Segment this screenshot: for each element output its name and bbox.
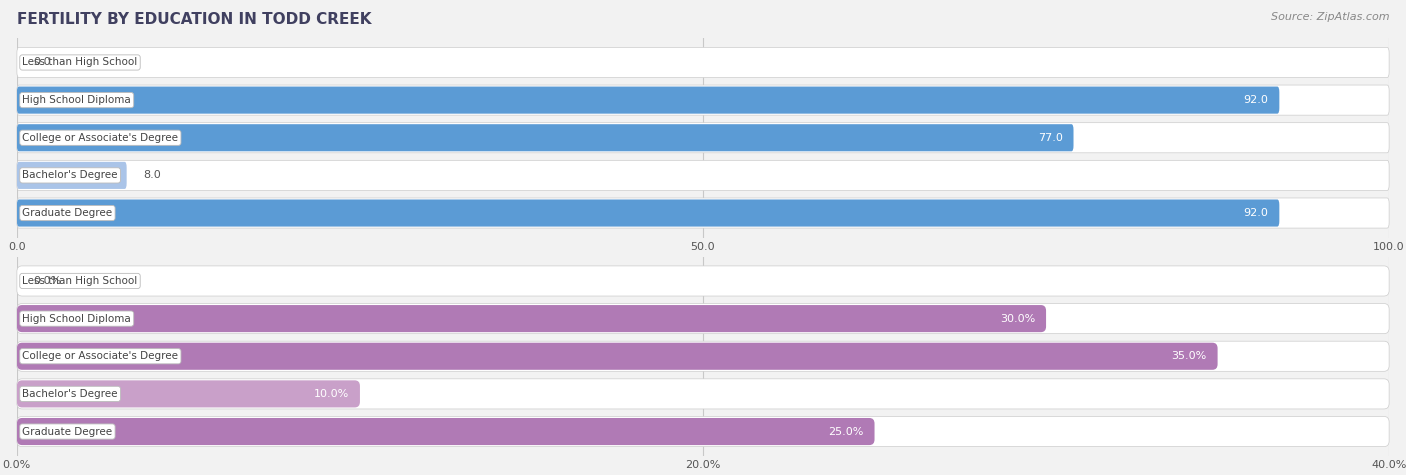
FancyBboxPatch shape <box>17 123 1389 153</box>
FancyBboxPatch shape <box>17 304 1389 333</box>
Text: College or Associate's Degree: College or Associate's Degree <box>22 351 179 361</box>
Text: 30.0%: 30.0% <box>1000 314 1035 323</box>
FancyBboxPatch shape <box>17 417 1389 446</box>
Text: FERTILITY BY EDUCATION IN TODD CREEK: FERTILITY BY EDUCATION IN TODD CREEK <box>17 12 371 27</box>
FancyBboxPatch shape <box>17 418 875 445</box>
FancyBboxPatch shape <box>17 200 1279 227</box>
FancyBboxPatch shape <box>17 379 1389 409</box>
Text: 0.0%: 0.0% <box>34 276 62 286</box>
FancyBboxPatch shape <box>17 198 1389 228</box>
FancyBboxPatch shape <box>17 380 360 408</box>
FancyBboxPatch shape <box>17 48 1389 77</box>
Text: 8.0: 8.0 <box>143 171 160 180</box>
FancyBboxPatch shape <box>17 266 1389 296</box>
Text: 77.0: 77.0 <box>1038 133 1063 143</box>
FancyBboxPatch shape <box>17 86 1279 114</box>
Text: 92.0: 92.0 <box>1243 208 1268 218</box>
FancyBboxPatch shape <box>17 305 1046 332</box>
Text: Bachelor's Degree: Bachelor's Degree <box>22 171 118 180</box>
Text: 0.0: 0.0 <box>34 57 51 67</box>
Text: College or Associate's Degree: College or Associate's Degree <box>22 133 179 143</box>
Text: High School Diploma: High School Diploma <box>22 95 131 105</box>
FancyBboxPatch shape <box>17 342 1218 370</box>
FancyBboxPatch shape <box>17 341 1389 371</box>
Text: Source: ZipAtlas.com: Source: ZipAtlas.com <box>1271 12 1389 22</box>
Text: Graduate Degree: Graduate Degree <box>22 208 112 218</box>
Text: Less than High School: Less than High School <box>22 57 138 67</box>
Text: 35.0%: 35.0% <box>1171 351 1206 361</box>
Text: Graduate Degree: Graduate Degree <box>22 427 112 437</box>
FancyBboxPatch shape <box>17 124 1074 152</box>
Text: 92.0: 92.0 <box>1243 95 1268 105</box>
FancyBboxPatch shape <box>17 85 1389 115</box>
Text: Bachelor's Degree: Bachelor's Degree <box>22 389 118 399</box>
Text: High School Diploma: High School Diploma <box>22 314 131 323</box>
Text: 25.0%: 25.0% <box>828 427 863 437</box>
FancyBboxPatch shape <box>17 161 1389 190</box>
Text: Less than High School: Less than High School <box>22 276 138 286</box>
Text: 10.0%: 10.0% <box>314 389 349 399</box>
FancyBboxPatch shape <box>17 162 127 189</box>
